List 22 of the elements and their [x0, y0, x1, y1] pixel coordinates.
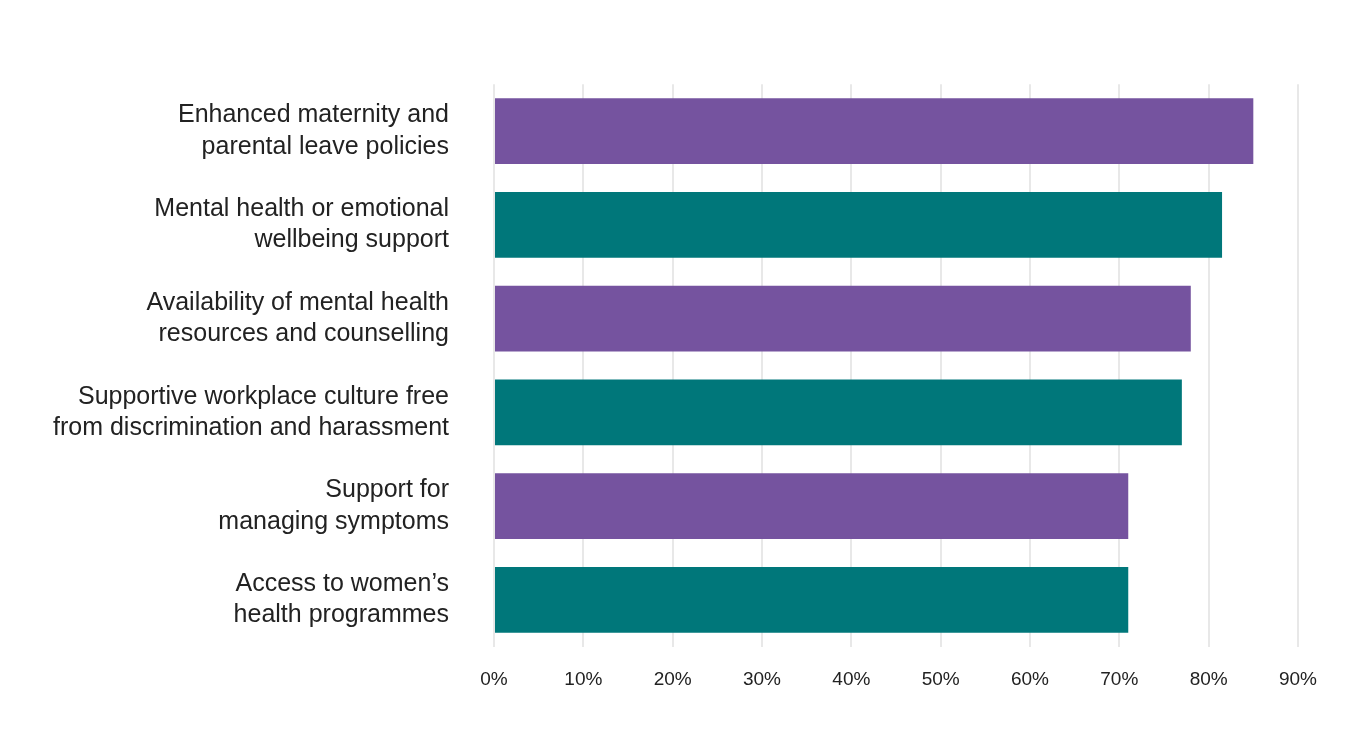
x-tick-label: 20% [653, 668, 692, 690]
y-tick-label: Access to women’s health programmes [233, 568, 449, 628]
bar [495, 192, 1223, 258]
x-tick-label: 80% [1189, 668, 1228, 690]
bar [495, 285, 1191, 352]
x-tick-label: 0% [480, 668, 508, 690]
bar [495, 379, 1182, 446]
bar [495, 567, 1129, 633]
y-tick-label: Supportive workplace culture free from discrimination and harassment [53, 380, 450, 440]
x-tick-label: 10% [564, 668, 603, 690]
bar [495, 98, 1254, 164]
x-tick-label: 60% [1010, 668, 1050, 690]
x-tick-label: 70% [1100, 668, 1139, 690]
x-tick-label: 50% [921, 668, 960, 690]
y-tick-label: Support for managing symptoms [218, 474, 449, 534]
x-tick-label: 90% [1278, 668, 1318, 690]
y-tick-label: Mental health or emotional wellbeing support [154, 193, 450, 253]
x-tick-label: 40% [832, 668, 871, 690]
x-tick-label: 30% [742, 668, 782, 690]
bar [495, 473, 1129, 539]
y-tick-label: Availability of mental health resources and counselling [146, 286, 449, 347]
y-tick-label: Enhanced maternity and parental leave policies [177, 99, 449, 159]
